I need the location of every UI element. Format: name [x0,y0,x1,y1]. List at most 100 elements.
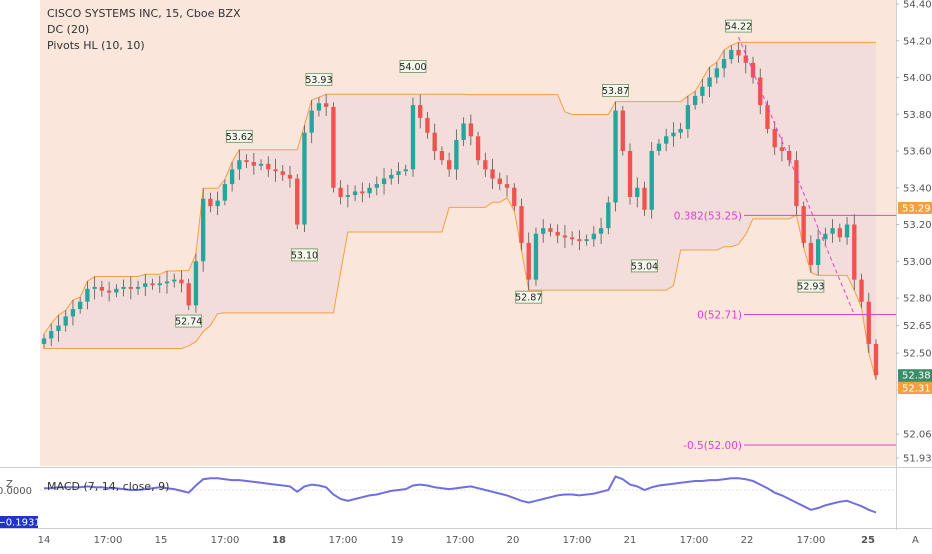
candle [664,128,669,152]
candlestick-series [41,42,879,380]
candle [729,45,734,64]
pivot-low-label: 52.74 [175,314,202,328]
candle [736,42,741,63]
candle [490,158,495,190]
candle [866,292,871,353]
pivot-low-label: 53.04 [631,259,658,272]
candle [121,279,126,297]
price-tick-label: 52.80 [903,294,932,305]
candle [41,333,47,349]
candle [548,223,553,237]
pivot-high-label: 54.00 [399,60,427,73]
candle [266,156,271,177]
pivot-high-label: 53.62 [226,129,253,143]
macd-series: 0.0000 −0.1931 [0,475,896,529]
pivot-low-label: 52.93 [797,279,824,293]
time-tick-label: 17:00 [94,535,123,546]
pivot-labels: 52.74 53.62 53.10 53.93 54.00 52.87 53.87 53.04… [175,19,824,328]
price-tick-label: 53.40 [903,183,932,194]
candle [200,188,206,272]
svg-text:52.38: 52.38 [902,371,931,382]
candle [432,123,437,161]
dc-upper-tag: 53.29 [898,201,932,214]
price-tick-label: 54.00 [903,73,932,84]
candle [837,223,842,242]
price-axis[interactable]: 54.40 54.20 54.00 53.80 53.60 53.40 53.20 53.00… [896,0,932,464]
candle [454,129,459,180]
svg-text:54.00: 54.00 [399,62,426,73]
candle [70,300,76,326]
candle [627,143,633,205]
pivots-indicator-label[interactable]: Pivots HL (10, 10) [47,39,145,52]
price-tick-label: 53.80 [903,110,932,121]
price-tick-label: 52.06 [903,430,932,441]
macd-indicator-label[interactable]: MACD (7, 14, close, 9) [47,480,170,493]
candle [475,131,481,165]
svg-text:53.62: 53.62 [226,132,253,143]
candle [584,234,589,246]
candle [750,56,756,84]
candle [765,100,770,134]
trend-line[interactable] [738,36,855,315]
candle [787,144,792,167]
macd-value-tag: −0.1931 [0,516,41,529]
candle [49,323,54,346]
pivot-low-label: 52.87 [515,290,542,304]
candle [331,102,336,193]
scale-mode-button[interactable]: Z [6,479,13,490]
candle [635,177,640,208]
candle [859,273,864,308]
candle [396,162,401,184]
candle [244,154,249,169]
candle [92,276,97,300]
pivot-high-label: 53.87 [602,83,629,97]
candle [685,96,691,138]
candle [367,183,372,198]
candle [418,94,423,129]
candle [114,284,119,298]
fibonacci-levels[interactable]: 0.382(53.25) 0(52.71) -0.5(52.00) [674,36,896,452]
candle [56,315,61,342]
price-tick-label: 52.50 [903,349,932,360]
svg-text:53.10: 53.10 [291,250,318,261]
candle [678,122,683,139]
candle [85,281,90,310]
pivot-low-label: 53.10 [291,248,318,261]
candle [309,100,314,144]
pivot-high-label: 53.93 [305,72,333,86]
candle [78,297,83,314]
candle [237,149,242,180]
time-axis[interactable]: 14 17:00 15 17:00 18 17:00 19 17:00 20 17:00 21 17:… [6,479,919,546]
fib-level-label: 0.382(53.25) [674,210,742,222]
candle [526,232,531,291]
candle [150,278,155,290]
candle [222,179,228,206]
macd-pane-background [40,469,896,526]
svg-text:53.04: 53.04 [631,261,658,272]
symbol-title[interactable]: CISCO SYSTEMS INC, 15, Cboe BZX [47,7,241,20]
candle [512,183,517,211]
candle [157,275,162,293]
candle [772,121,777,155]
candle [808,235,814,273]
time-tick-label: 17:00 [329,535,358,546]
candle [193,253,199,313]
candle [642,181,647,216]
candle [63,310,68,332]
candle [258,159,264,171]
candle [483,152,488,177]
time-tick-label: 20 [507,535,520,546]
time-tick-label: 15 [155,535,168,546]
candle [179,270,184,293]
candle [323,94,329,116]
auto-scale-button[interactable]: A [912,535,919,546]
candle [446,152,452,177]
candle [504,175,510,197]
candle [295,173,300,230]
candle [844,216,850,245]
dc-indicator-label[interactable]: DC (20) [47,23,90,36]
channel-upper-line [43,41,876,335]
